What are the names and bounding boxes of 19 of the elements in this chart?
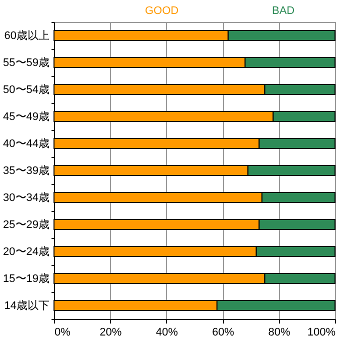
x-tick-label: 80% (268, 326, 291, 338)
y-tick-label: 30〜34歳 (3, 191, 50, 204)
series-label: GOOD (145, 4, 179, 17)
y-tick-label: 15〜19歳 (3, 272, 50, 285)
x-tick-label: 60% (212, 326, 234, 338)
y-tick-label: 50〜54歳 (3, 83, 50, 96)
y-tick-label: 20〜24歳 (3, 245, 50, 258)
y-tick-label: 60歳以上 (4, 29, 50, 42)
x-tick-label: 20% (100, 326, 122, 338)
y-tick-label: 14歳以下 (4, 299, 50, 312)
y-tick-label: 25〜29歳 (3, 218, 50, 231)
y-tick-label: 40〜44歳 (3, 137, 50, 150)
x-tick-label: 100% (307, 326, 336, 338)
x-tick-label: 40% (156, 326, 178, 338)
y-tick-label: 35〜39歳 (3, 164, 50, 177)
y-tick-label: 55〜59歳 (3, 56, 50, 69)
y-tick-label: 45〜49歳 (3, 110, 50, 123)
series-label: BAD (272, 4, 295, 17)
x-tick-label: 0% (54, 326, 71, 338)
